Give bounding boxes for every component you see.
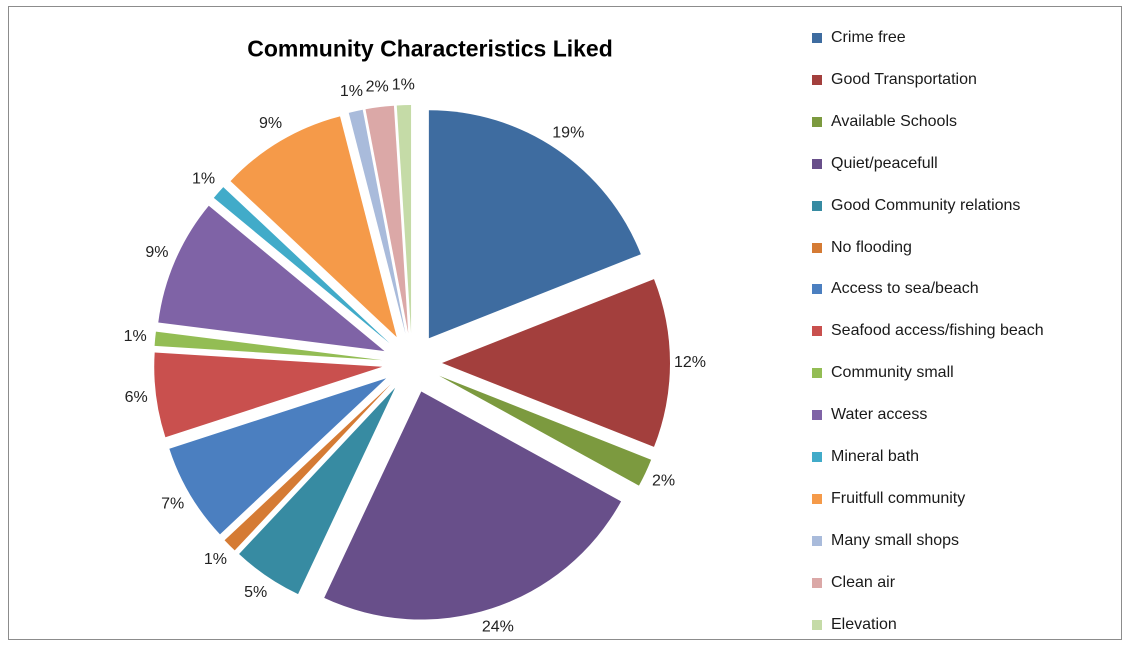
legend-label: Fruitfull community [831, 489, 966, 507]
legend-swatch [812, 200, 822, 211]
legend-label: Access to sea/beach [831, 280, 979, 298]
data-label-available-schools: 2% [652, 473, 675, 490]
legend-item-quiet-peacefull: Quiet/peacefull [812, 154, 938, 174]
legend-swatch [812, 410, 822, 421]
legend-item-no-flooding: No flooding [812, 238, 912, 258]
legend-label: Good Transportation [831, 70, 977, 88]
pie-slice-quiet-peacefull [324, 391, 622, 620]
legend-swatch [812, 284, 822, 295]
legend-item-elevation: Elevation [812, 615, 897, 635]
chart-title: Community Characteristics Liked [247, 35, 613, 62]
legend-swatch [812, 493, 822, 504]
data-label-elevation: 1% [392, 76, 415, 93]
pie-slice-good-community-relations [239, 387, 396, 595]
data-label-fruitfull-community: 9% [259, 115, 282, 132]
legend-item-fruitfull-community: Fruitfull community [812, 489, 965, 509]
pie-slice-water-access [158, 205, 385, 352]
data-label-mineral-bath: 1% [192, 170, 215, 187]
legend-swatch [812, 535, 822, 546]
data-label-quiet-peacefull: 24% [482, 619, 514, 636]
legend-item-water-access: Water access [812, 405, 927, 425]
pie-slice-mineral-bath [213, 187, 390, 344]
legend-label: Community small [831, 364, 954, 382]
data-label-no-flooding: 1% [204, 551, 227, 568]
legend-label: Elevation [831, 615, 897, 633]
data-label-crime-free: 19% [552, 124, 584, 141]
data-label-access-to-sea-beach: 7% [161, 496, 184, 513]
legend-item-many-small-shops: Many small shops [812, 531, 959, 551]
legend-item-good-transportation: Good Transportation [812, 70, 977, 90]
legend-item-clean-air: Clean air [812, 573, 895, 593]
data-label-good-transportation: 12% [674, 354, 706, 371]
legend-swatch [812, 158, 822, 169]
legend-swatch [812, 74, 822, 85]
legend-swatch [812, 452, 822, 462]
legend-label: Crime free [831, 29, 906, 46]
legend-label: No flooding [831, 238, 912, 256]
legend-swatch [812, 326, 822, 337]
legend-label: Water access [831, 406, 928, 424]
legend-label: Quiet/peacefull [831, 154, 938, 172]
legend-item-seafood-access-fishing-beach: Seafood access/fishing beach [812, 321, 1044, 341]
legend-swatch [812, 242, 822, 253]
legend-swatch [812, 619, 822, 630]
legend-item-crime-free: Crime free [812, 28, 906, 48]
legend-label: Many small shops [831, 531, 960, 549]
data-label-good-community-relations: 5% [244, 584, 267, 601]
pie-slice-access-to-sea-beach [169, 378, 387, 535]
data-label-seafood-access-fishing-beach: 6% [125, 389, 148, 406]
pie-slice-clean-air [365, 105, 409, 334]
pie-slice-elevation [396, 105, 412, 334]
legend-label: Seafood access/fishing beach [831, 322, 1044, 340]
legend-item-access-to-sea-beach: Access to sea/beach [812, 279, 979, 299]
legend-swatch [812, 33, 822, 43]
legend-item-good-community-relations: Good Community relations [812, 196, 1020, 216]
legend-item-mineral-bath: Mineral bath [812, 447, 919, 467]
legend-swatch [812, 368, 822, 379]
pie-slice-crime-free [428, 110, 641, 339]
data-label-community-small: 1% [124, 328, 147, 345]
pie-slice-good-transportation [442, 279, 670, 447]
legend-swatch [812, 116, 822, 127]
legend-item-community-small: Community small [812, 363, 954, 383]
pie-slice-no-flooding [224, 384, 391, 551]
pie-slice-seafood-access-fishing-beach [154, 352, 383, 438]
pie-slice-available-schools [439, 375, 652, 486]
pie-slice-community-small [154, 331, 383, 361]
legend-label: Good Community relations [831, 196, 1021, 214]
legend-label: Clean air [831, 573, 896, 591]
legend-swatch [812, 577, 822, 588]
pie-slice-many-small-shops [348, 109, 406, 334]
pie-slice-fruitfull-community [230, 116, 397, 338]
legend-label: Available Schools [831, 112, 958, 130]
data-label-many-small-shops: 1% [340, 83, 363, 100]
legend-label: Mineral bath [831, 448, 920, 465]
data-label-water-access: 9% [145, 244, 168, 261]
data-label-clean-air: 2% [366, 78, 389, 95]
legend-item-available-schools: Available Schools [812, 112, 957, 132]
